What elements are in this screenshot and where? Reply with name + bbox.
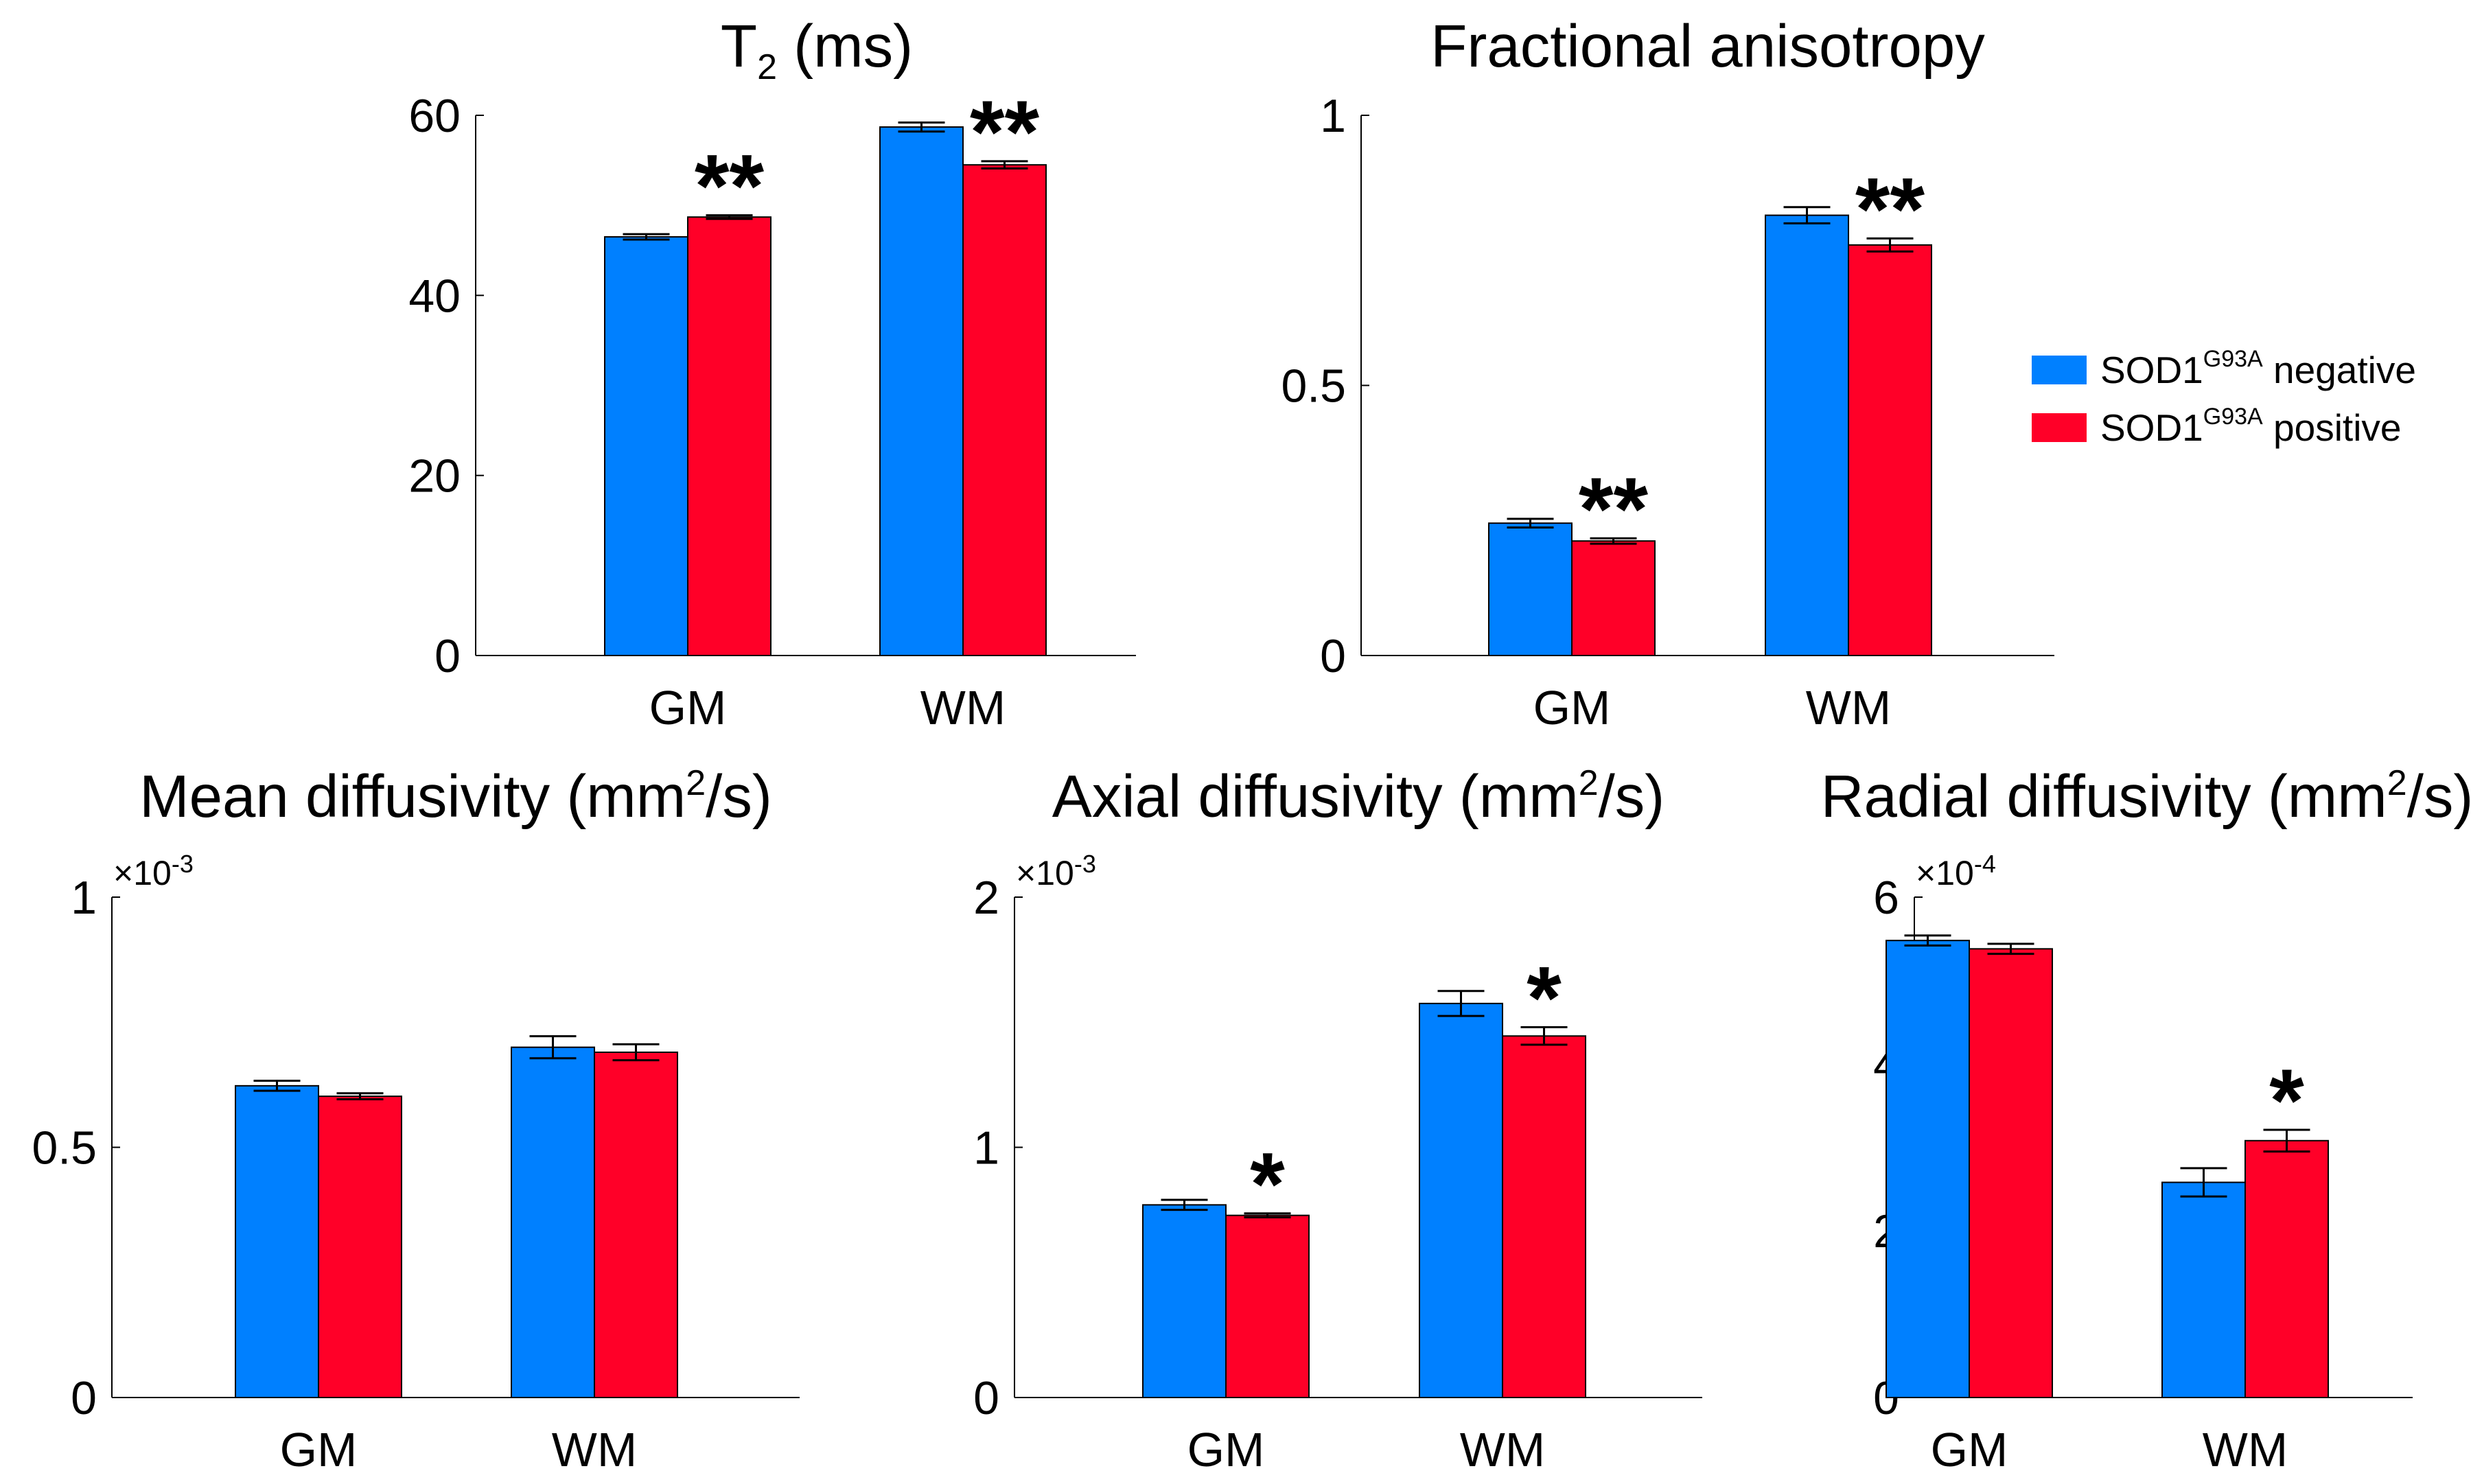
- significance-marker: **: [695, 136, 765, 236]
- chart-panel-3: 0 0.5 1 ×10-3 Mean diffusivity (mm2/s) GM WM: [32, 763, 800, 1476]
- significance-marker: **: [970, 82, 1040, 182]
- x-tick-label-gm: GM: [1931, 1423, 2008, 1476]
- legend: SOD1G93A negative SOD1G93A positive: [2032, 346, 2416, 449]
- bar-gm-series-1: [1142, 1204, 1227, 1398]
- y-tick-label: 40: [408, 270, 461, 322]
- y-tick-label: 1: [71, 872, 97, 924]
- axis-multiplier: ×10-3: [113, 850, 194, 892]
- x-tick-label-gm: GM: [1187, 1423, 1265, 1476]
- x-tick-label-gm: GM: [649, 681, 727, 734]
- significance-marker: *: [1527, 948, 1562, 1048]
- bar-gm-series-2: [1571, 540, 1656, 656]
- y-tick-label: 2: [973, 872, 999, 924]
- axis-multiplier: ×10-3: [1016, 850, 1096, 892]
- bar-gm-series-2: [1969, 948, 2053, 1398]
- bar-gm-series-2: [687, 216, 772, 656]
- significance-marker: **: [1579, 459, 1649, 559]
- bar-wm-series-1: [2161, 1181, 2246, 1399]
- bar-wm-series-1: [1419, 1002, 1503, 1398]
- chart-title: T2 (ms): [721, 13, 913, 87]
- x-tick-label-wm: WM: [1806, 681, 1891, 734]
- y-tick-label: 0: [71, 1372, 97, 1424]
- legend-swatch-positive: [2032, 413, 2087, 442]
- chart-title: Mean diffusivity (mm2/s): [139, 763, 772, 830]
- significance-marker: **: [1855, 159, 1925, 259]
- bar-gm-series-1: [1886, 940, 1970, 1399]
- chart-title: Axial diffusivity (mm2/s): [1052, 763, 1665, 830]
- y-tick-label: 0: [973, 1372, 999, 1424]
- bar-wm-series-2: [2244, 1139, 2329, 1399]
- bar-gm-series-2: [1225, 1214, 1310, 1399]
- x-tick-label-gm: GM: [1533, 681, 1611, 734]
- bar-wm-series-2: [1502, 1035, 1586, 1398]
- y-tick-label: 0: [434, 630, 461, 682]
- y-tick-label: 60: [408, 90, 461, 142]
- axis-multiplier: ×10-4: [1916, 850, 1996, 892]
- significance-marker: *: [2269, 1050, 2304, 1150]
- chart-title: Fractional anisotropy: [1430, 13, 1985, 80]
- x-tick-label-wm: WM: [2203, 1423, 2288, 1476]
- y-tick-label: 0.5: [32, 1122, 97, 1174]
- x-tick-label-wm: WM: [1460, 1423, 1545, 1476]
- chart-title: Radial diffusivity (mm2/s): [1821, 763, 2471, 830]
- y-tick-label: 1: [973, 1122, 999, 1174]
- bar-gm-series-1: [604, 236, 688, 656]
- bar-gm-series-2: [318, 1095, 402, 1398]
- y-tick-label: 20: [408, 450, 461, 502]
- x-tick-label-wm: WM: [920, 681, 1006, 734]
- legend-swatch-negative: [2032, 356, 2087, 384]
- x-tick-label-gm: GM: [280, 1423, 358, 1476]
- x-tick-label-wm: WM: [552, 1423, 637, 1476]
- chart-panel-2: 0 0.5 1 Fractional anisotropy GM WM ** **: [1281, 13, 2054, 734]
- legend-label-negative: SOD1G93A negative: [2100, 346, 2416, 391]
- bar-wm-series-2: [1848, 244, 1932, 656]
- bar-wm-series-1: [879, 126, 964, 656]
- bar-gm-series-1: [235, 1085, 319, 1398]
- y-tick-label: 0: [1320, 630, 1346, 682]
- bar-wm-series-2: [962, 164, 1047, 656]
- chart-panel-1: 0 20 40 60 T2 (ms) GM WM ** **: [408, 13, 1136, 734]
- bar-wm-series-1: [1765, 214, 1849, 657]
- chart-panel-4: 0 1 2 ×10-3 Axial diffusivity (mm2/s) GM WM * *: [973, 763, 1702, 1476]
- y-tick-label: 1: [1320, 90, 1346, 142]
- bar-wm-series-2: [594, 1051, 678, 1398]
- bar-wm-series-1: [511, 1046, 595, 1398]
- legend-label-positive: SOD1G93A positive: [2100, 404, 2402, 449]
- significance-marker: *: [1250, 1134, 1285, 1234]
- y-tick-label: 0.5: [1281, 360, 1346, 413]
- y-tick-label: 6: [1873, 872, 1899, 924]
- bar-gm-series-1: [1488, 522, 1573, 656]
